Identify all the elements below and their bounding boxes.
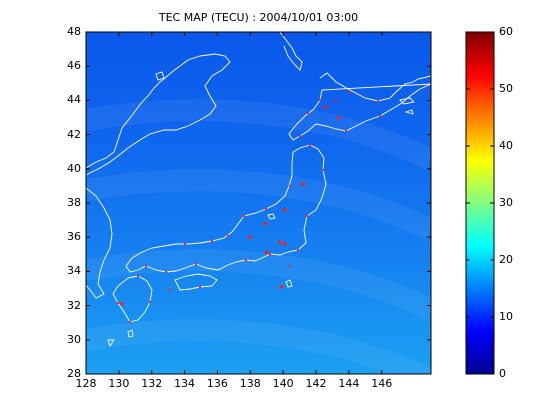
gps-stations: [120, 105, 341, 306]
y-tick-label: 42: [67, 127, 81, 141]
colorbar-tick-label: 40: [499, 139, 513, 152]
station-marker: [282, 208, 287, 212]
colorbar-tick-label: 50: [499, 82, 513, 95]
station-marker: [282, 242, 287, 246]
x-tick-label: 134: [174, 377, 196, 390]
x-tick-label: 138: [239, 377, 261, 390]
tec-field: [86, 32, 431, 374]
coast-highlight-marks: [116, 90, 382, 324]
y-tick-label: 48: [67, 25, 81, 38]
y-tick-label: 32: [67, 298, 81, 312]
y-tick-label: 44: [67, 93, 81, 107]
y-tick-label: 40: [67, 161, 81, 175]
y-tick-label: 46: [67, 59, 81, 73]
x-tick-label: 142: [305, 377, 327, 390]
coastline: [86, 32, 431, 348]
colorbar: [465, 31, 495, 375]
station-marker: [337, 115, 341, 120]
y-tick-label: 34: [67, 264, 81, 278]
y-tick-label: 36: [67, 230, 81, 244]
colorbar-tick-label: 0: [499, 367, 506, 380]
y-tick-label: 28: [67, 367, 81, 380]
station-marker: [120, 302, 124, 306]
x-tick-label: 140: [272, 377, 294, 390]
x-tick-label: 136: [206, 377, 228, 390]
x-tick-label: 128: [75, 377, 97, 390]
y-tick-label: 38: [67, 196, 81, 209]
y-tick-label: 30: [67, 332, 81, 346]
station-marker: [278, 240, 282, 245]
colorbar-ticks: [466, 31, 494, 375]
map-title: TEC MAP (TECU) : 2004/10/01 03:00: [158, 11, 359, 24]
axis-ticks: [85, 31, 431, 375]
station-marker: [301, 182, 305, 186]
station-marker: [279, 284, 284, 289]
x-tick-label: 146: [371, 377, 393, 390]
x-tick-label: 130: [108, 377, 130, 390]
station-marker: [324, 105, 328, 110]
colorbar-tick-label: 20: [499, 253, 513, 266]
x-tick-label: 132: [141, 377, 163, 390]
station-marker: [248, 235, 253, 239]
colorbar-tick-label: 10: [499, 310, 513, 323]
colorbar-tick-label: 60: [499, 25, 513, 38]
station-marker: [264, 250, 269, 255]
x-tick-label: 144: [338, 377, 360, 390]
colorbar-tick-label: 30: [499, 196, 513, 209]
tec-contour-bands: [86, 99, 431, 374]
station-marker: [263, 221, 267, 226]
